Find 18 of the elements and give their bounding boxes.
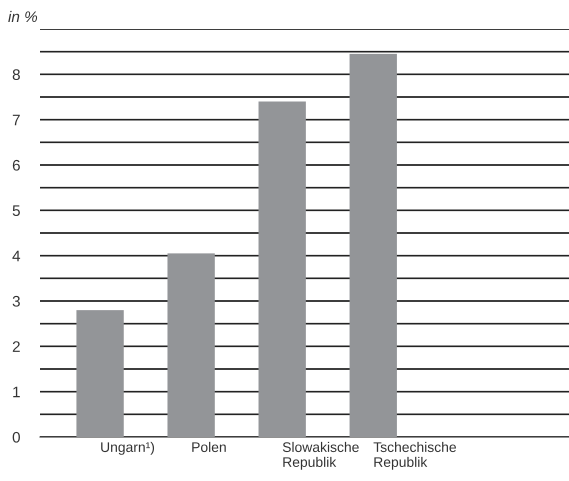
y-tick-label: 6 [12, 160, 20, 171]
bar [76, 310, 124, 437]
y-tick-label: 5 [12, 205, 20, 216]
y-tick-label: 1 [13, 386, 20, 398]
y-tick-label: 3 [12, 296, 20, 307]
y-tick-label: 8 [12, 69, 20, 80]
x-tick-label: Tschechische Republik [374, 442, 456, 470]
x-tick-label: Ungarn¹) [101, 442, 154, 455]
bar [167, 253, 215, 437]
y-tick-label: 7 [12, 114, 20, 126]
y-axis-title: in % [8, 10, 38, 22]
bar [350, 54, 397, 437]
bar [258, 102, 306, 437]
x-tick-label: Polen [192, 442, 226, 452]
x-tick-label: Slowakische Republik [282, 442, 359, 470]
y-tick-label: 2 [12, 341, 20, 352]
y-tick-label: 0 [12, 432, 20, 443]
y-tick-label: 4 [12, 250, 20, 262]
